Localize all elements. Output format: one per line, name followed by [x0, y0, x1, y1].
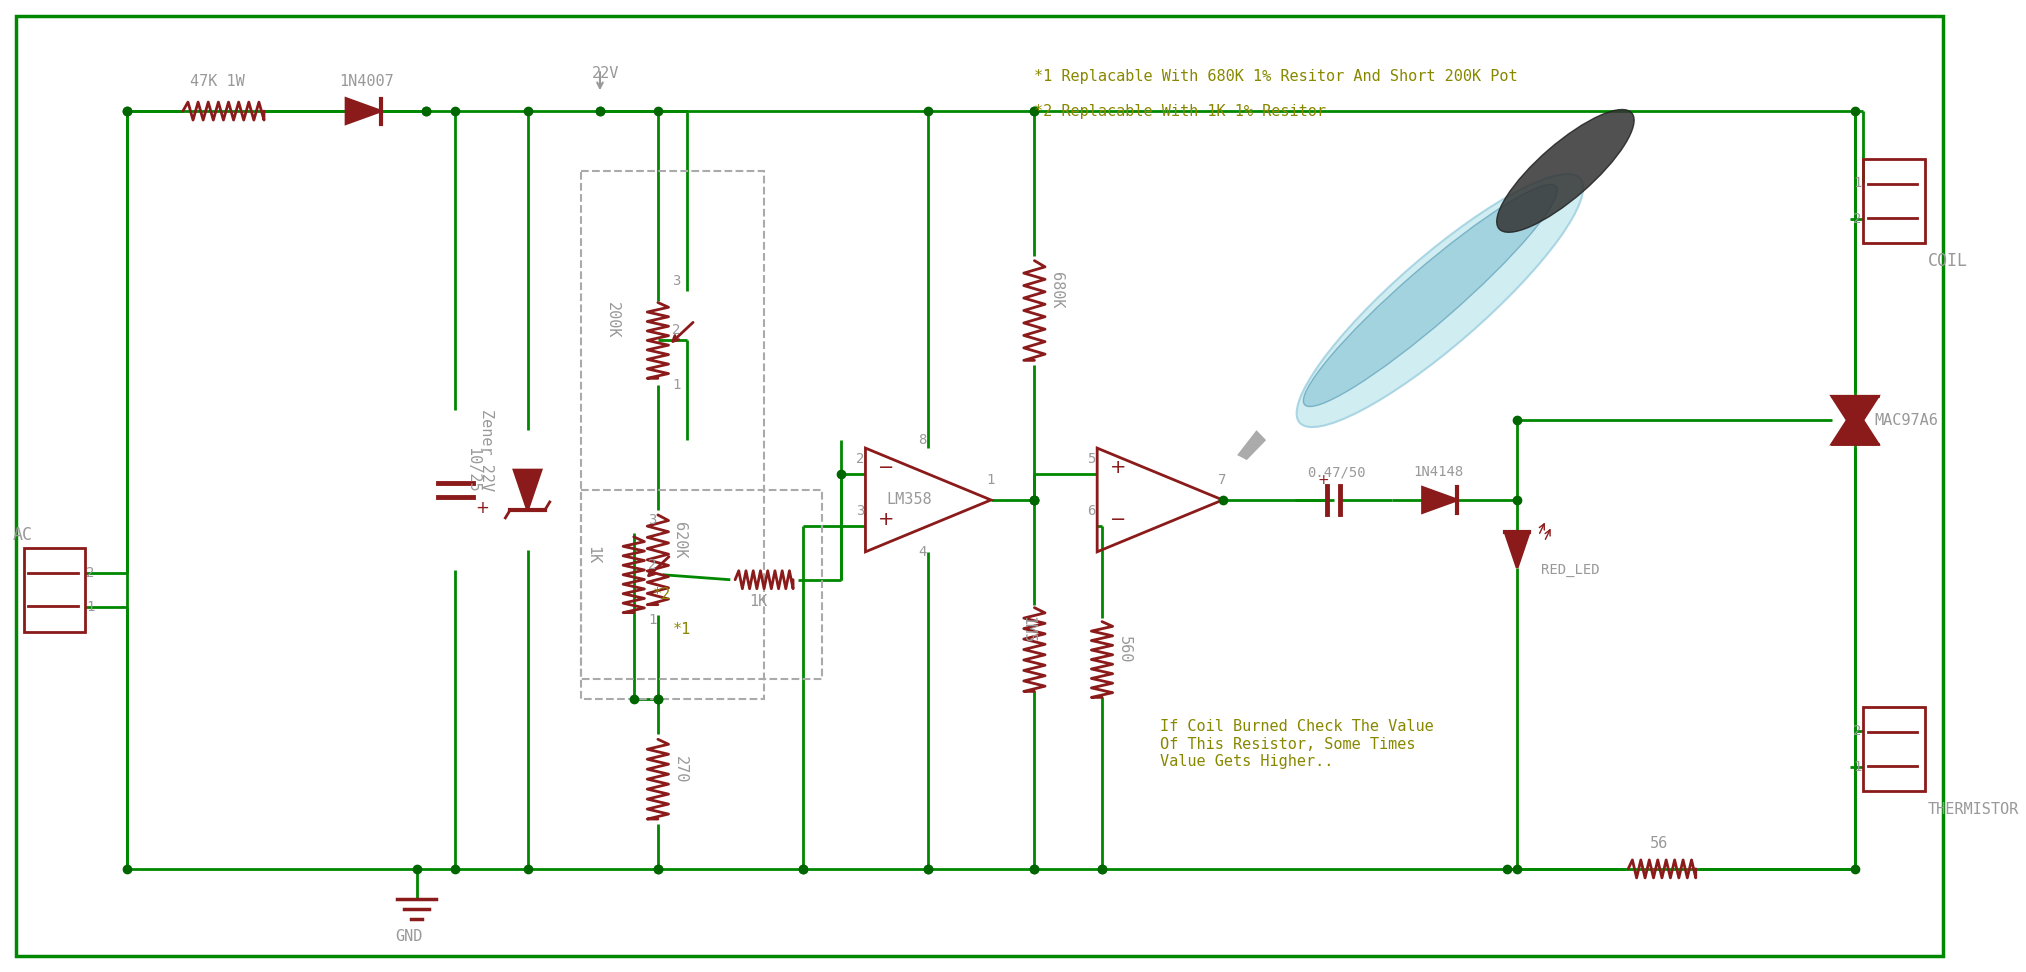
- Text: 1N4148: 1N4148: [1412, 465, 1463, 479]
- Text: LM358: LM358: [885, 493, 932, 507]
- Text: 1: 1: [648, 612, 656, 627]
- Text: −: −: [1110, 510, 1126, 529]
- Bar: [24, 548, 85, 632]
- Text: GND: GND: [395, 929, 423, 944]
- Text: 1M5: 1M5: [1019, 616, 1035, 643]
- Text: +: +: [1317, 473, 1329, 487]
- Text: If Coil Burned Check The Value
Of This Resistor, Some Times
Value Gets Higher..: If Coil Burned Check The Value Of This R…: [1161, 719, 1434, 769]
- Text: 2: 2: [1854, 724, 1862, 739]
- Text: +: +: [1110, 458, 1126, 477]
- Text: MAC97A6: MAC97A6: [1874, 413, 1939, 428]
- Text: 6: 6: [1088, 503, 1096, 518]
- Text: 3: 3: [673, 273, 681, 288]
- Text: 22V: 22V: [592, 66, 620, 81]
- Text: AC: AC: [12, 526, 32, 544]
- Text: 3: 3: [648, 513, 656, 527]
- Polygon shape: [346, 98, 381, 123]
- Bar: [581, 171, 764, 700]
- Ellipse shape: [1303, 185, 1558, 406]
- Text: COIL: COIL: [1927, 252, 1967, 269]
- Text: 1K: 1K: [750, 594, 768, 609]
- Text: *1 Replacable With 680K 1% Resitor And Short 200K Pot: *1 Replacable With 680K 1% Resitor And S…: [1035, 69, 1517, 84]
- Text: THERMISTOR: THERMISTOR: [1927, 802, 2018, 816]
- Text: 8: 8: [918, 434, 928, 447]
- Polygon shape: [515, 470, 541, 510]
- Polygon shape: [1422, 487, 1457, 512]
- Text: 47K 1W: 47K 1W: [190, 74, 245, 88]
- Polygon shape: [1505, 532, 1530, 568]
- Text: 560: 560: [1116, 636, 1131, 663]
- Text: 1: 1: [987, 473, 995, 487]
- Ellipse shape: [1497, 110, 1635, 232]
- Text: −: −: [877, 458, 893, 477]
- Polygon shape: [1832, 408, 1878, 444]
- Text: 56: 56: [1651, 837, 1669, 851]
- Text: 3: 3: [855, 503, 865, 518]
- Text: *2 Replacable With 1K 1% Resitor: *2 Replacable With 1K 1% Resitor: [1035, 104, 1327, 119]
- Text: 1N4007: 1N4007: [338, 74, 393, 88]
- Text: 620K: 620K: [673, 522, 687, 558]
- Text: 1: 1: [87, 600, 95, 613]
- Text: 2: 2: [648, 558, 656, 572]
- Text: 200K: 200K: [606, 302, 620, 338]
- Text: *2: *2: [652, 587, 671, 603]
- Polygon shape: [1238, 431, 1266, 460]
- Text: 1: 1: [1854, 176, 1862, 190]
- Text: 7: 7: [1218, 473, 1226, 487]
- Text: 2: 2: [855, 452, 865, 467]
- Text: Zener 22V: Zener 22V: [480, 409, 494, 491]
- Text: 4: 4: [918, 545, 928, 559]
- Bar: [1862, 159, 1925, 243]
- Text: 1: 1: [673, 378, 681, 393]
- Polygon shape: [1832, 397, 1878, 433]
- Bar: [581, 490, 823, 679]
- Text: 1: 1: [1854, 760, 1862, 774]
- Text: 2: 2: [673, 324, 681, 337]
- Text: RED_LED: RED_LED: [1542, 563, 1601, 576]
- Bar: [1862, 708, 1925, 791]
- Text: +: +: [476, 499, 490, 517]
- Text: 2: 2: [1854, 212, 1862, 226]
- Text: +: +: [877, 510, 895, 529]
- Text: 2: 2: [87, 566, 95, 579]
- Text: 5: 5: [1088, 452, 1096, 467]
- Text: *1: *1: [673, 622, 691, 637]
- Text: 680K: 680K: [1049, 272, 1064, 309]
- Text: 270: 270: [673, 755, 687, 782]
- Ellipse shape: [1297, 174, 1582, 427]
- Text: 0.47/50: 0.47/50: [1307, 465, 1366, 479]
- Text: 10/25: 10/25: [464, 447, 480, 493]
- Text: 1K: 1K: [586, 545, 600, 564]
